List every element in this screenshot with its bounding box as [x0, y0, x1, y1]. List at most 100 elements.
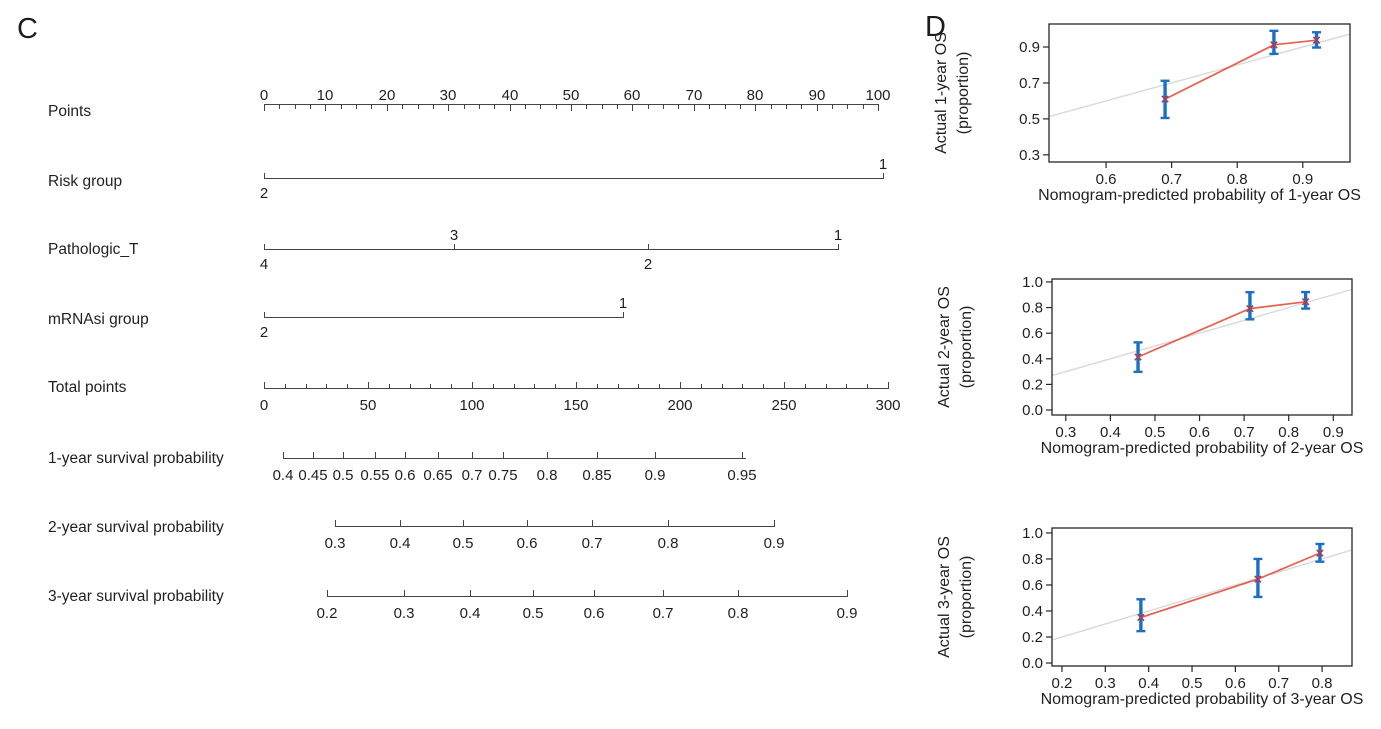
axis-minor-tick: [555, 384, 556, 388]
axis-tick-label: 50: [359, 397, 377, 414]
x-tick-label: 0.4: [1138, 675, 1159, 692]
axis-minor-tick: [347, 384, 348, 388]
nomogram-row-title: Total points: [48, 379, 127, 396]
axis-minor-tick: [371, 105, 372, 109]
axis-tick-label: 150: [563, 397, 589, 414]
axis-tick: [738, 590, 739, 596]
axis-tick-label: 1: [878, 156, 888, 173]
axis-tick-label: 0.6: [394, 467, 416, 484]
axis-line: [264, 104, 879, 105]
axis-minor-tick: [725, 105, 726, 109]
axis-tick-label: 2: [259, 324, 269, 341]
axis-tick: [283, 452, 284, 458]
axis-tick-label: 300: [875, 397, 901, 414]
point-marker-x: [1312, 36, 1321, 44]
axis-minor-tick: [801, 105, 802, 109]
axis-tick-label: 4: [259, 256, 269, 273]
point-marker-x: [1254, 575, 1262, 583]
nomogram-row-title: Points: [48, 103, 92, 120]
axis-tick: [264, 105, 265, 111]
y-axis-title-line-2: (proportion): [958, 556, 975, 639]
axis-minor-tick: [493, 384, 494, 388]
axis-tick: [264, 244, 265, 249]
axis-tick-label: 0.8: [536, 467, 558, 484]
nomogram-row-title: 3-year survival probability: [48, 588, 224, 605]
axis-tick: [325, 105, 326, 111]
ideal-line: [1048, 33, 1351, 118]
nomogram-row-title: mRNAsi group: [48, 311, 149, 328]
x-tick-label: 0.8: [1227, 171, 1248, 188]
axis-tick: [264, 173, 265, 178]
axis-minor-tick: [540, 105, 541, 109]
axis-minor-tick: [709, 105, 710, 109]
axis-minor-tick: [410, 384, 411, 388]
axis-tick: [470, 590, 471, 596]
axis-minor-tick: [389, 384, 390, 388]
axis-tick-label: 2: [643, 256, 653, 273]
axis-tick: [632, 105, 633, 111]
nomogram-row-title: 2-year survival probability: [48, 519, 224, 536]
axis-minor-tick: [479, 105, 480, 109]
plot-frame: [1051, 278, 1353, 416]
axis-tick: [668, 520, 669, 526]
axis-tick-label: 0.95: [727, 467, 757, 484]
axis-minor-tick: [763, 384, 764, 388]
calibration-line: [1140, 552, 1321, 619]
x-tick-label: 0.3: [1095, 675, 1116, 692]
axis-tick: [680, 382, 681, 388]
axis-minor-tick: [659, 384, 660, 388]
y-tick-label: 1.0: [1022, 525, 1043, 542]
axis-minor-tick: [663, 105, 664, 109]
axis-tick-label: 3: [449, 227, 459, 244]
axis-tick-label: 0.2: [316, 605, 338, 622]
axis-minor-tick: [826, 384, 827, 388]
axis-minor-tick: [430, 384, 431, 388]
axis-tick-label: 0.9: [763, 535, 785, 552]
axis-tick-label: 70: [685, 87, 703, 104]
axis-tick-label: 0.4: [272, 467, 294, 484]
axis-tick: [264, 382, 265, 388]
axis-minor-tick: [402, 105, 403, 109]
axis-tick-label: 20: [378, 87, 396, 104]
axis-tick: [847, 590, 848, 596]
x-tick-label: 0.7: [1268, 675, 1289, 692]
axis-tick: [400, 520, 401, 526]
axis-tick-label: 200: [667, 397, 693, 414]
x-tick-label: 0.9: [1323, 424, 1344, 441]
point-marker-x: [1161, 95, 1169, 103]
axis-tick-label: 2: [259, 185, 269, 202]
axis-tick-label: 0.75: [488, 467, 518, 484]
axis-tick: [755, 105, 756, 111]
plot-frame: [1048, 23, 1351, 163]
axis-minor-tick: [310, 105, 311, 109]
axis-tick: [335, 520, 336, 526]
ideal-line: [1051, 549, 1353, 641]
x-tick-label: 0.5: [1182, 675, 1203, 692]
y-tick-label: 0.5: [1019, 111, 1040, 128]
x-tick-label: 0.6: [1189, 424, 1210, 441]
axis-tick: [784, 382, 785, 388]
axis-tick-label: 1: [618, 295, 628, 312]
axis-tick: [313, 452, 314, 458]
x-axis-title: Nomogram-predicted probability of 2-year…: [1041, 440, 1364, 457]
axis-minor-tick: [418, 105, 419, 109]
axis-tick: [655, 452, 656, 458]
axis-tick: [438, 452, 439, 458]
axis-tick: [503, 452, 504, 458]
y-tick-label: 0.7: [1019, 75, 1040, 92]
axis-minor-tick: [722, 384, 723, 388]
axis-minor-tick: [494, 105, 495, 109]
y-axis-title-line-2: (proportion): [958, 306, 975, 389]
calibration-plot-2-year-os: 0.3 0.4 0.5 0.6 0.7 0.8 0.9 0.0 0.2 0.4 0.6 0.8 1.0 N…: [936, 274, 1363, 457]
axis-minor-tick: [786, 105, 787, 109]
y-tick-label: 0.2: [1022, 376, 1043, 393]
axis-minor-tick: [356, 105, 357, 109]
axis-tick-label: 0.8: [727, 605, 749, 622]
y-tick-label: 0.6: [1022, 325, 1043, 342]
axis-minor-tick: [602, 105, 603, 109]
axis-minor-tick: [740, 105, 741, 109]
x-tick-label: 0.8: [1312, 675, 1333, 692]
axis-tick-label: 0.8: [657, 535, 679, 552]
